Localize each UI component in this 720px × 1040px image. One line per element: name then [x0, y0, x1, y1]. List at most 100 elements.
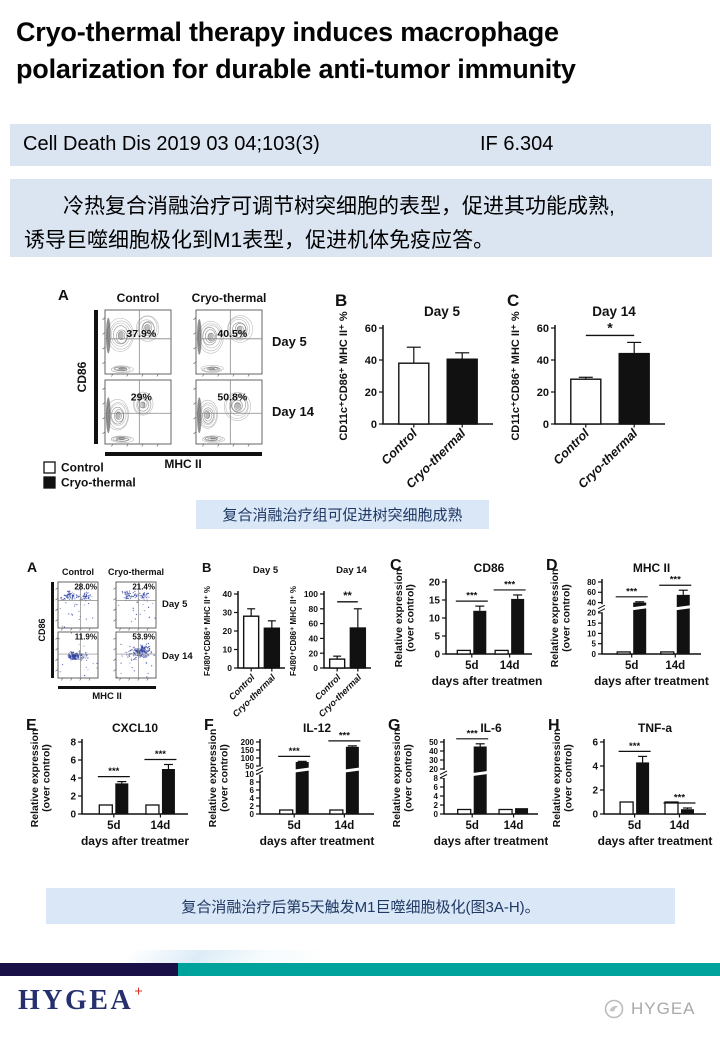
svg-text:Relative expression: Relative expression	[393, 569, 405, 668]
hygea-watermark-text: HYGEA	[631, 999, 696, 1018]
svg-text:8: 8	[434, 774, 439, 783]
svg-text:6: 6	[434, 783, 439, 792]
svg-text:30: 30	[223, 608, 233, 618]
svg-text:50: 50	[245, 762, 254, 771]
svg-text:14d: 14d	[670, 820, 690, 832]
svg-text:50: 50	[429, 738, 438, 747]
page-title: Cryo-thermal therapy induces macrophage …	[16, 17, 576, 84]
svg-text:10: 10	[587, 629, 596, 638]
svg-text:Cryo-thermal: Cryo-thermal	[192, 291, 267, 305]
svg-text:5d: 5d	[287, 820, 300, 832]
svg-text:10: 10	[429, 614, 441, 625]
figure2: A Control Cryo-thermal CD86 28.0% 21.4% 11.9% 5…	[18, 556, 718, 876]
svg-text:Day 5: Day 5	[424, 304, 461, 319]
svg-text:40: 40	[223, 589, 233, 599]
svg-text:40: 40	[587, 598, 596, 607]
svg-text:Control: Control	[379, 426, 421, 468]
svg-text:D: D	[546, 557, 558, 574]
svg-text:B: B	[335, 291, 347, 310]
svg-text:20: 20	[429, 578, 441, 589]
chart-svg: A Control Cryo-thermal CD86 28.0% 21.4% 11.9% 5…	[27, 559, 193, 702]
chart-svg: C Day 14 0 20 40 60 CD11c⁺CD86⁺ MHC II⁺ % Contr…	[507, 291, 665, 491]
svg-text:60: 60	[587, 588, 596, 597]
svg-text:60: 60	[365, 323, 377, 335]
svg-text:5: 5	[434, 632, 440, 643]
svg-text:days after treatment: days after treatment	[434, 834, 548, 848]
svg-text:***: ***	[629, 741, 640, 752]
svg-text:60: 60	[537, 323, 549, 335]
svg-text:20: 20	[429, 765, 438, 774]
svg-text:14d: 14d	[504, 820, 524, 832]
svg-text:E: E	[26, 717, 37, 734]
figure2-panelH-bar-chart: H TNF-a 0 2 4 6 Relative expression (over contr…	[548, 716, 716, 874]
svg-text:Day 14: Day 14	[336, 565, 367, 576]
svg-text:***: ***	[467, 728, 478, 739]
figure2-panelF-bar-chart: F IL-12 0 2 4 6 8 10 50 100 150 200 Relative express…	[204, 716, 384, 874]
svg-text:21.4%: 21.4%	[132, 583, 155, 592]
svg-text:CD86: CD86	[474, 561, 505, 575]
hygea-logo: HYGEA+	[18, 984, 143, 1017]
svg-text:Control: Control	[61, 461, 104, 475]
figure1: A Control Cryo-thermal CD86 37.9% 40.5% 29% 50.…	[28, 280, 692, 494]
svg-text:Control: Control	[551, 426, 593, 468]
footer-bar-teal	[178, 963, 720, 976]
chart-svg: E CXCL10 0 2 4 6 8 Relative expression (over con…	[26, 717, 189, 848]
svg-text:***: ***	[670, 575, 681, 586]
figure2-panelA-flow-cytometry: A Control Cryo-thermal CD86 28.0% 21.4% 11.9% 5…	[20, 558, 205, 710]
svg-text:CXCL10: CXCL10	[112, 721, 158, 735]
svg-text:(over control): (over control)	[41, 744, 53, 812]
svg-text:2: 2	[592, 786, 598, 797]
svg-text:H: H	[548, 717, 560, 734]
svg-text:30: 30	[429, 756, 438, 765]
svg-text:80: 80	[309, 604, 319, 614]
citation-reference: Cell Death Dis 2019 03 04;103(3)	[23, 133, 320, 155]
footer-bar-navy	[0, 963, 178, 976]
svg-text:0: 0	[70, 810, 76, 821]
svg-text:days after treatment: days after treatment	[260, 834, 375, 848]
svg-text:Day 5: Day 5	[162, 599, 188, 610]
svg-text:100: 100	[241, 754, 255, 763]
summary-line-2: 诱导巨噬细胞极化到M1表型，促进机体免疫应答。	[24, 229, 495, 252]
svg-text:IL-12: IL-12	[303, 721, 331, 735]
svg-text:10: 10	[223, 645, 233, 655]
svg-text:5d: 5d	[107, 820, 120, 832]
svg-text:5d: 5d	[628, 820, 641, 832]
svg-text:37.9%: 37.9%	[126, 328, 156, 340]
summary-line-1: 冷热复合消融治疗可调节树突细胞的表型，促进其功能成熟,	[63, 195, 615, 218]
svg-text:days after treatment: days after treatment	[594, 674, 709, 688]
svg-text:0: 0	[592, 810, 598, 821]
svg-text:MHC II: MHC II	[164, 457, 201, 471]
svg-text:20: 20	[309, 648, 319, 658]
svg-text:(over control): (over control)	[219, 744, 231, 812]
svg-text:days after treatmer: days after treatmer	[81, 834, 189, 848]
svg-text:5d: 5d	[625, 660, 638, 672]
svg-text:60: 60	[309, 619, 319, 629]
figure2-caption: 复合消融治疗后第5天触发M1巨噬细胞极化(图3A-H)。	[46, 888, 675, 924]
svg-text:Relative expression: Relative expression	[551, 729, 563, 828]
svg-text:20: 20	[587, 609, 596, 618]
svg-text:***: ***	[339, 730, 350, 741]
svg-text:100: 100	[304, 589, 318, 599]
svg-text:(over control): (over control)	[405, 584, 417, 652]
svg-text:5d: 5d	[465, 820, 478, 832]
svg-text:B: B	[202, 560, 211, 575]
svg-text:4: 4	[70, 774, 76, 785]
svg-text:Day 14: Day 14	[592, 304, 636, 319]
svg-text:C: C	[390, 557, 402, 574]
chart-svg: C CD86 0 5 10 15 20 Relative expression (over co…	[390, 557, 546, 688]
svg-text:Day 14: Day 14	[162, 651, 193, 662]
hygea-watermark: HYGEA	[603, 998, 696, 1020]
svg-text:C: C	[507, 291, 519, 310]
svg-text:0: 0	[543, 419, 549, 431]
figure2-panelC-bar-chart: C CD86 0 5 10 15 20 Relative expression (over co…	[390, 556, 546, 714]
figure2-panelG-bar-chart: G IL-6 0 2 4 6 8 20 30 40 50 Relative expression (ov…	[388, 716, 548, 874]
svg-text:A: A	[58, 287, 69, 304]
svg-text:53.9%: 53.9%	[132, 633, 155, 642]
svg-text:***: ***	[626, 586, 637, 597]
svg-text:40: 40	[537, 355, 549, 367]
svg-text:0: 0	[434, 650, 440, 661]
svg-text:40: 40	[429, 747, 438, 756]
